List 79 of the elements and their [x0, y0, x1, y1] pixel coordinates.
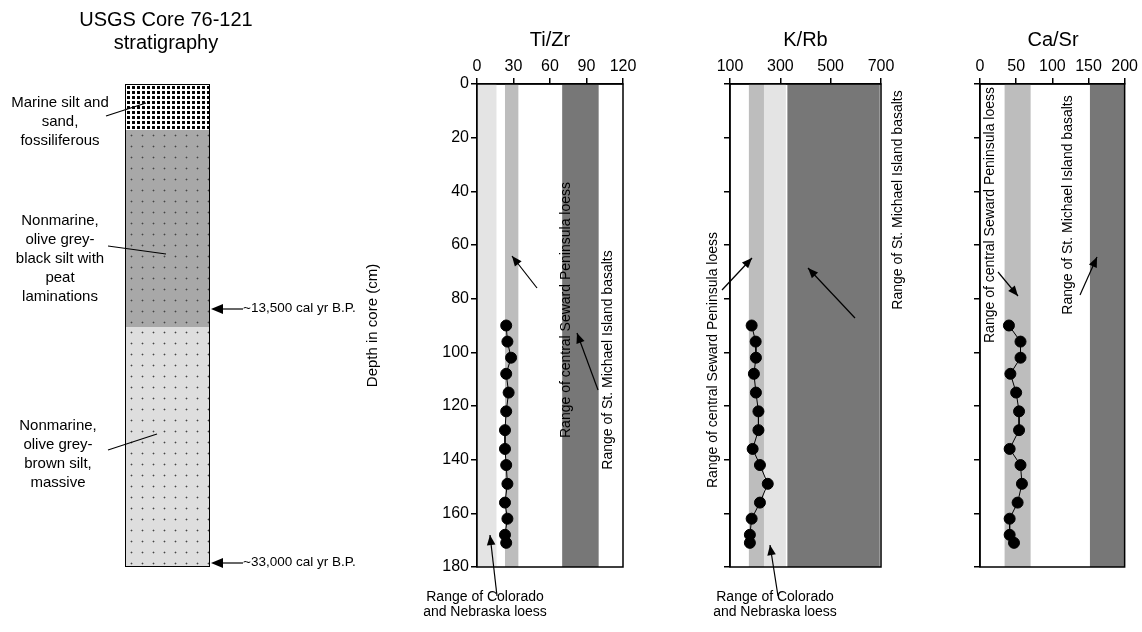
point: [745, 512, 758, 525]
point: [747, 367, 760, 380]
y-tick-label: 140: [442, 450, 470, 468]
y-tick-label: 0: [460, 74, 470, 92]
band-label: Range of St. Michael Island basalts: [888, 90, 905, 310]
text: Marine silt and sand, fossiliferous: [10, 92, 110, 149]
point: [501, 477, 514, 490]
point: [498, 424, 511, 437]
text: Nonmarine, olive grey-brown silt, massive: [18, 415, 98, 491]
point: [745, 319, 758, 332]
point: [746, 442, 759, 455]
y-tick-label: 40: [451, 181, 470, 199]
x-tick-label: 150: [1075, 56, 1102, 74]
y-tick-label: 20: [451, 128, 470, 146]
text: Nonmarine, olive grey-black silt with peat laminations: [14, 210, 106, 305]
point: [1004, 367, 1017, 380]
text: ~33,000 cal yr B.P.: [243, 554, 356, 569]
point: [753, 496, 766, 509]
point: [1014, 351, 1027, 364]
point: [498, 442, 511, 455]
x-tick-label: 0: [975, 56, 985, 74]
band-label: Range of Colorado and Nebraska loess: [423, 588, 547, 620]
point: [500, 367, 513, 380]
chart-title: Ca/Sr: [1027, 28, 1079, 50]
y-tick-label: 100: [442, 342, 470, 360]
point: [502, 386, 515, 399]
x-tick-label: 120: [609, 56, 637, 74]
band-label: Range of St. Michael Island basalts: [1058, 95, 1075, 315]
point: [1010, 386, 1023, 399]
text: ~13,500 cal yr B.P.: [243, 300, 356, 315]
point: [1002, 319, 1015, 332]
chart-title: Ti/Zr: [529, 28, 571, 50]
x-tick-label: 200: [1111, 56, 1139, 74]
point: [500, 459, 513, 472]
point: [500, 405, 513, 418]
point: [761, 477, 774, 490]
point: [1007, 536, 1020, 549]
point: [500, 319, 513, 332]
x-tick-label: 0: [472, 56, 482, 74]
point: [498, 496, 511, 509]
point: [501, 512, 514, 525]
point: [752, 424, 765, 437]
point: [1011, 496, 1024, 509]
point: [749, 386, 762, 399]
x-tick-label: 60: [541, 56, 559, 74]
point: [1003, 512, 1016, 525]
chart-title: K/Rb: [783, 28, 828, 50]
y-tick-label: 80: [451, 289, 470, 307]
point: [1013, 405, 1026, 418]
point: [753, 459, 766, 472]
y-tick-label: 120: [442, 396, 470, 414]
band-label: Range of central Seward Peninsula loess: [703, 231, 720, 489]
point: [501, 335, 514, 348]
point: [749, 335, 762, 348]
x-tick-label: 700: [867, 56, 895, 74]
x-tick-label: 30: [504, 56, 523, 74]
x-tick-label: 300: [766, 56, 794, 74]
x-tick-label: 90: [577, 56, 596, 74]
point: [749, 351, 762, 364]
band-label: Range of Colorado and Nebraska loess: [713, 588, 837, 620]
x-tick-label: 100: [1038, 56, 1066, 74]
y-axis-title: Depth in core (cm): [363, 263, 381, 388]
point: [752, 405, 765, 418]
x-tick-label: 100: [716, 56, 744, 74]
y-tick-label: 60: [451, 235, 470, 253]
point: [1014, 335, 1027, 348]
band-label: Range of central Seward Peninsula loess: [980, 86, 997, 344]
point: [1003, 442, 1016, 455]
x-tick-label: 50: [1007, 56, 1026, 74]
band-label: Range of central Seward Peninsula loess: [556, 181, 573, 439]
point: [1015, 477, 1028, 490]
point: [1014, 459, 1027, 472]
point: [505, 351, 518, 364]
x-tick-label: 500: [817, 56, 845, 74]
band-label: Range of St. Michael Island basalts: [598, 250, 615, 470]
y-tick-label: 180: [442, 557, 470, 575]
point: [1013, 424, 1026, 437]
y-tick-label: 160: [442, 503, 470, 521]
text: USGS Core 76-121 stratigraphy: [78, 8, 254, 54]
